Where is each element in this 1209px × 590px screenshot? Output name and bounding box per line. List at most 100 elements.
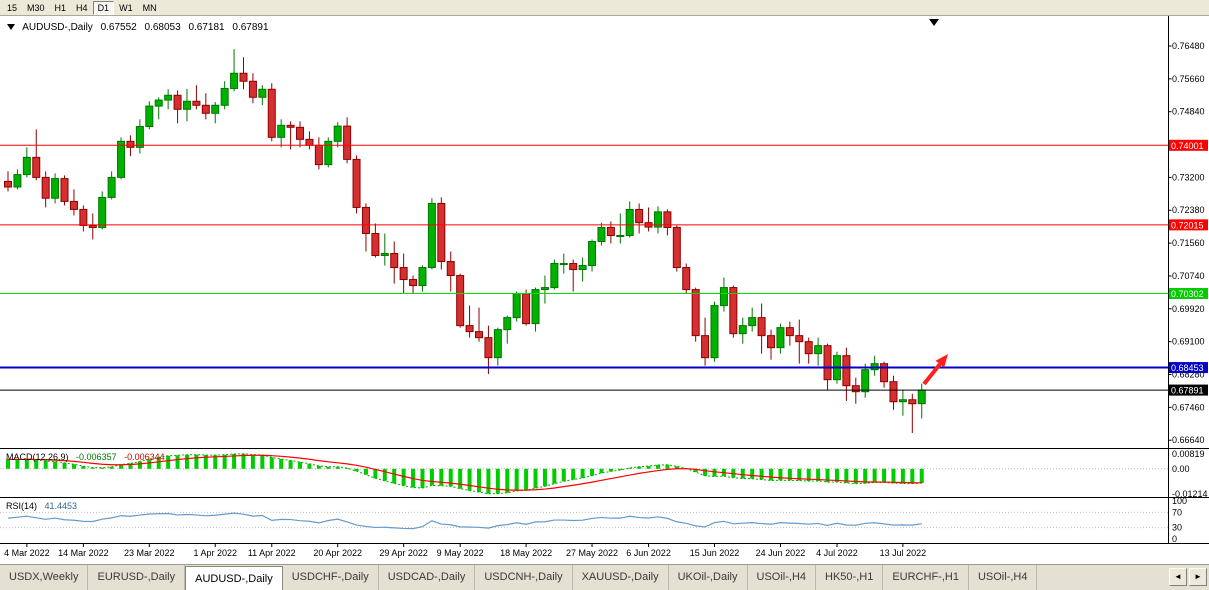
date-tick-label: 1 Apr 2022 [193, 548, 237, 558]
tab-scroll-buttons: ◄ ► [1169, 568, 1207, 586]
price-tick-label: 0.67460 [1172, 402, 1205, 412]
candle-body [701, 335, 710, 359]
symbol-tab-usdcnh-daily[interactable]: USDCNH-,Daily [475, 565, 573, 590]
date-tick-label: 14 Mar 2022 [58, 548, 109, 558]
candle-body [418, 267, 427, 287]
price-chart-canvas[interactable]: 0.76480 0.75660 0.74840 0.73200 0.72380 0.715… [0, 16, 1209, 564]
candle-body [540, 287, 549, 291]
candle-body [79, 208, 88, 226]
price-tag-0.72015: 0.72015 [1169, 219, 1208, 231]
candle-body [409, 279, 418, 287]
candle-body [522, 293, 531, 325]
symbol-tab-eurusd-daily[interactable]: EURUSD-,Daily [88, 565, 186, 590]
candle-body [60, 178, 69, 202]
candle-body [898, 399, 907, 403]
candle-body [851, 385, 860, 393]
price-tag-0.67891: 0.67891 [1169, 384, 1208, 396]
date-tick-label: 4 Jul 2022 [816, 548, 858, 558]
candle-body [343, 125, 352, 160]
candle-body [559, 263, 568, 266]
candle-body [625, 208, 634, 236]
symbol-tab-usdchf-daily[interactable]: USDCHF-,Daily [282, 565, 379, 590]
candle-body [503, 317, 512, 331]
candle-body [126, 140, 135, 148]
rsi-axis-label: 30 [1172, 523, 1182, 533]
candle-body [164, 94, 173, 101]
tabs-scroll-left-button[interactable]: ◄ [1169, 568, 1187, 586]
candle-body [795, 335, 804, 343]
timeframe-button-mn[interactable]: MN [142, 2, 157, 13]
timeframe-button-w1[interactable]: W1 [119, 2, 133, 13]
date-tick-label: 20 Apr 2022 [313, 548, 362, 558]
symbol-tab-audusd-daily[interactable]: AUDUSD-,Daily [185, 566, 283, 590]
candle-body [399, 267, 408, 281]
macd-axis-label: 0.00 [1172, 464, 1190, 474]
symbol-tab-hk50-h1[interactable]: HK50-,H1 [816, 565, 884, 590]
candle-body [192, 100, 201, 106]
candle-body [117, 140, 126, 178]
candle-body [465, 325, 474, 333]
candle-body [248, 80, 257, 98]
chart-window[interactable]: 0.76480 0.75660 0.74840 0.73200 0.72380 0.715… [0, 16, 1209, 564]
price-tick-label: 0.68280 [1172, 369, 1205, 379]
candle-body [814, 345, 823, 355]
price-tick-label: 0.70740 [1172, 271, 1205, 281]
timeframe-button-m30[interactable]: M30 [27, 2, 45, 13]
symbol-tab-eurchf-h1[interactable]: EURCHF-,H1 [883, 565, 969, 590]
candle-body [296, 126, 305, 140]
candle-body [757, 317, 766, 337]
date-tick-label: 23 Mar 2022 [124, 548, 175, 558]
candle-body [616, 234, 625, 237]
candle-body [682, 267, 691, 291]
timeframe-button-15[interactable]: 15 [7, 2, 18, 13]
candle-body [493, 329, 502, 359]
rsi-axis-label: 70 [1172, 507, 1182, 517]
candle-body [220, 87, 229, 106]
price-tag-0.74001: 0.74001 [1169, 139, 1208, 151]
candle-body [569, 263, 578, 271]
price-tick-label: 0.76480 [1172, 41, 1205, 51]
chart-shift-marker-icon[interactable] [929, 19, 939, 26]
symbol-tab-usoil-h4[interactable]: USOil-,H4 [747, 565, 817, 590]
candle-body [51, 178, 60, 199]
candle-body [32, 156, 41, 178]
candle-body [842, 355, 851, 387]
timeframe-button-h1[interactable]: H1 [54, 2, 67, 13]
candle-body [286, 124, 295, 128]
candle-body [889, 381, 898, 403]
date-tick-label: 11 Apr 2022 [248, 548, 296, 558]
trend-arrow-annotation[interactable] [922, 354, 948, 386]
price-tick-label: 0.66640 [1172, 435, 1205, 445]
macd-main-line [7, 453, 922, 495]
candle-body [41, 176, 50, 199]
tabs-scroll-right-button[interactable]: ► [1189, 568, 1207, 586]
symbol-tab-ukoil-daily[interactable]: UKOil-,Daily [668, 565, 748, 590]
price-tick-label: 0.71560 [1172, 238, 1205, 248]
svg-text:0.68453: 0.68453 [1171, 363, 1204, 373]
rsi-line [7, 512, 922, 530]
svg-text:0.70302: 0.70302 [1171, 289, 1204, 299]
candle-body [823, 345, 832, 381]
candle-body [352, 158, 361, 208]
timeframe-button-h4[interactable]: H4 [76, 2, 88, 13]
candle-body [427, 202, 436, 269]
candle-body [908, 399, 917, 405]
macd-histogram [6, 453, 924, 494]
candle-body [663, 211, 672, 228]
symbol-tab-usdx-weekly[interactable]: USDX,Weekly [0, 565, 89, 590]
symbol-tab-usdcad-daily[interactable]: USDCAD-,Daily [378, 565, 476, 590]
symbol-tab-xauusd-daily[interactable]: XAUUSD-,Daily [572, 565, 669, 590]
candle-body [484, 337, 493, 359]
candle-body [550, 263, 559, 289]
timeframe-buttons: 15 M30 H1 H4 D1 W1 MN [2, 0, 162, 15]
price-tick-label: 0.73200 [1172, 172, 1205, 182]
date-tick-label: 27 May 2022 [566, 548, 618, 558]
symbol-tab-usoil-h4[interactable]: USOil-,H4 [968, 565, 1038, 590]
candle-body [324, 140, 333, 166]
timeframe-button-d1[interactable]: D1 [92, 0, 115, 15]
candle-body [785, 327, 794, 337]
candle-body [578, 265, 587, 271]
price-tick-label: 0.75660 [1172, 74, 1205, 84]
candle-body [145, 105, 154, 128]
price-tag-0.70302: 0.70302 [1169, 287, 1208, 299]
